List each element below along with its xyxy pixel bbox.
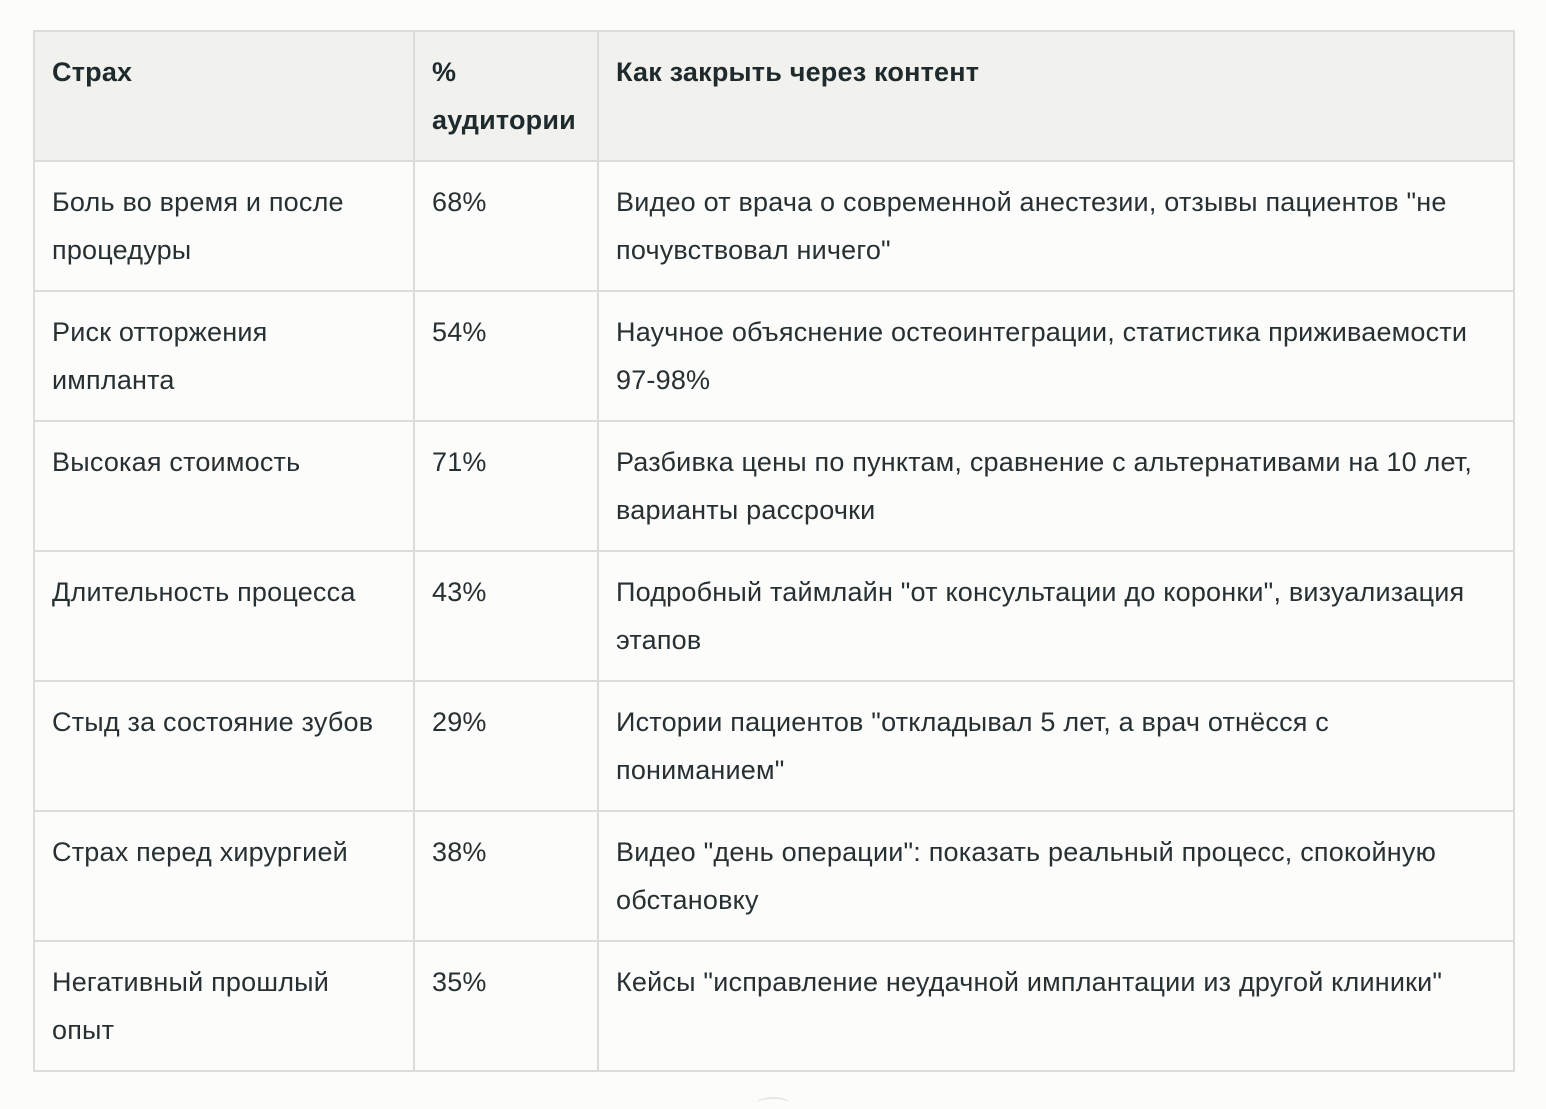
cell-fear: Длительность процесса <box>33 550 415 682</box>
scroll-hint-arc <box>757 1097 789 1109</box>
cell-solution: Подробный таймлайн "от консультации до к… <box>597 550 1515 682</box>
table-row: Длительность процесса 43% Подробный тайм… <box>33 550 1515 682</box>
table-row: Стыд за состояние зубов 29% Истории паци… <box>33 680 1515 812</box>
header-fear: Страх <box>33 30 415 162</box>
table-row: Негативный прошлый опыт 35% Кейсы "испра… <box>33 940 1515 1072</box>
cell-solution: Видео от врача о современной анестезии, … <box>597 160 1515 292</box>
header-audience-percent: % аудитории <box>413 30 599 162</box>
cell-percent: 43% <box>413 550 599 682</box>
cell-fear: Боль во время и после процедуры <box>33 160 415 292</box>
table-body: Боль во время и после процедуры 68% Виде… <box>33 160 1515 1072</box>
table-header: Страх % аудитории Как закрыть через конт… <box>33 30 1515 162</box>
cell-fear: Стыд за состояние зубов <box>33 680 415 812</box>
cell-fear: Негативный прошлый опыт <box>33 940 415 1072</box>
cell-solution: Научное объяснение остеоинтеграции, стат… <box>597 290 1515 422</box>
table-row: Риск отторжения импланта 54% Научное объ… <box>33 290 1515 422</box>
cell-percent: 29% <box>413 680 599 812</box>
cell-fear: Высокая стоимость <box>33 420 415 552</box>
table-row: Страх перед хирургией 38% Видео "день оп… <box>33 810 1515 942</box>
cell-percent: 35% <box>413 940 599 1072</box>
cell-solution: Видео "день операции": показать реальный… <box>597 810 1515 942</box>
cell-fear: Риск отторжения импланта <box>33 290 415 422</box>
cell-fear: Страх перед хирургией <box>33 810 415 942</box>
cell-percent: 54% <box>413 290 599 422</box>
cell-percent: 38% <box>413 810 599 942</box>
fears-table-container: Страх % аудитории Как закрыть через конт… <box>33 30 1515 1072</box>
table-row: Высокая стоимость 71% Разбивка цены по п… <box>33 420 1515 552</box>
cell-solution: Кейсы "исправление неудачной имплантации… <box>597 940 1515 1072</box>
table-row: Боль во время и после процедуры 68% Виде… <box>33 160 1515 292</box>
cell-solution: Истории пациентов "откладывал 5 лет, а в… <box>597 680 1515 812</box>
cell-solution: Разбивка цены по пунктам, сравнение с ал… <box>597 420 1515 552</box>
header-row: Страх % аудитории Как закрыть через конт… <box>33 30 1515 162</box>
header-content-solution: Как закрыть через контент <box>597 30 1515 162</box>
fears-table: Страх % аудитории Как закрыть через конт… <box>33 30 1515 1072</box>
cell-percent: 68% <box>413 160 599 292</box>
cell-percent: 71% <box>413 420 599 552</box>
